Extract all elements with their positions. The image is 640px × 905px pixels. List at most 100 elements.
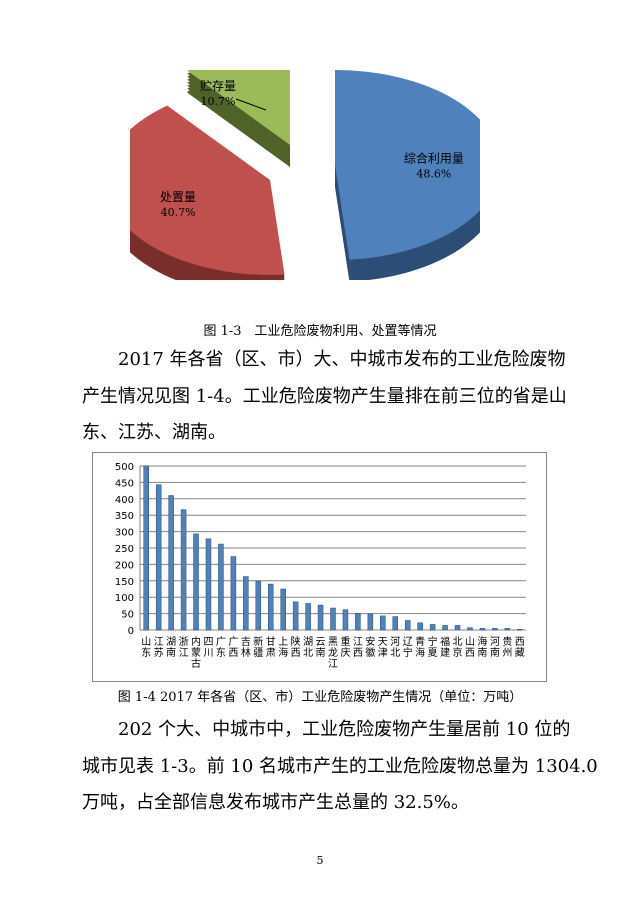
x-tick-label: 山 [141, 636, 151, 648]
x-tick-label: 上 [278, 636, 288, 648]
y-tick-label: 0 [128, 626, 134, 637]
y-tick-label: 250 [115, 544, 134, 555]
bar [243, 576, 249, 631]
paragraph-line: 东、江苏、湖南。 [82, 422, 226, 443]
pie-value-label: 40.7% [161, 206, 196, 219]
pie-chart: 综合利用量 48.6% 处置量 40.7% 贮存量 10.7% [130, 70, 480, 280]
y-tick-label: 50 [121, 610, 134, 621]
x-tick-label: 辽 [403, 636, 413, 648]
bar [342, 609, 349, 631]
x-tick-label: 南 [166, 646, 176, 659]
x-tick-label: 江 [328, 658, 338, 670]
bar [454, 625, 461, 631]
bar [517, 629, 523, 631]
x-tick-label: 徽 [365, 646, 375, 659]
x-tick-label: 庆 [340, 646, 350, 659]
pie-slice [130, 105, 285, 275]
x-tick-label: 海 [278, 646, 288, 659]
y-tick-label: 450 [115, 478, 134, 489]
y-tick-label: 400 [115, 495, 134, 506]
x-tick-label: 北 [303, 647, 313, 659]
x-tick-label: 津 [378, 647, 388, 659]
figure-caption-1-3: 图 1-3 工业危险废物利用、处置等情况 [203, 324, 437, 339]
x-tick-label: 黑 [328, 636, 338, 648]
x-tick-label: 云 [316, 637, 326, 648]
paragraph-1: 2017 年各省（区、市）大、中城市发布的工业危险废物 产生情况见图 1-4。工… [82, 342, 567, 452]
bar [155, 484, 162, 631]
pie-label: 处置量 [160, 190, 196, 204]
bar [305, 603, 311, 631]
x-tick-label: 河 [390, 636, 400, 648]
x-tick-label: 江 [353, 636, 363, 648]
bar [429, 624, 436, 631]
x-tick-label: 西 [291, 648, 301, 659]
x-tick-label: 福 [440, 635, 450, 648]
bar [367, 613, 374, 631]
y-tick-label: 100 [115, 593, 134, 604]
paragraph-line: 2017 年各省（区、市）大、中城市发布的工业危险废物 [118, 349, 566, 370]
x-tick-label: 西 [515, 637, 525, 648]
x-tick-label: 肃 [266, 647, 276, 659]
x-tick-label: 林 [241, 646, 251, 659]
bar [467, 627, 473, 631]
y-tick-label: 350 [115, 511, 134, 522]
x-tick-label: 湖 [303, 636, 313, 648]
bar [317, 604, 324, 631]
x-tick-label: 广 [216, 636, 226, 648]
bar [168, 495, 174, 631]
x-tick-label: 陕 [291, 635, 301, 648]
bar [392, 616, 399, 631]
bar [355, 613, 361, 631]
x-tick-label: 贵 [502, 635, 512, 648]
bar [404, 620, 411, 631]
y-tick-label: 500 [115, 462, 134, 473]
x-tick-label: 四 [203, 637, 213, 648]
x-tick-label: 海 [415, 646, 425, 659]
x-tick-label: 湖 [166, 636, 176, 648]
x-tick-label: 北 [453, 636, 463, 648]
paragraph-line: 城市见表 1-3。前 10 名城市产生的工业危险废物总量为 1304.0 [82, 755, 598, 777]
bar [280, 588, 286, 631]
y-tick-label: 200 [115, 560, 134, 571]
paragraph-2: 202 个大、中城市中，工业危险废物产生量居前 10 位的 城市见表 1-3。前… [82, 712, 598, 822]
x-tick-label: 京 [453, 646, 463, 659]
x-tick-label: 江 [179, 647, 189, 659]
bar [492, 628, 498, 631]
x-tick-label: 夏 [428, 647, 438, 659]
bar [205, 538, 212, 631]
bar [267, 583, 274, 631]
x-tick-label: 州 [502, 647, 512, 659]
paragraph-line: 万吨，占全部信息发布城市产生总量的 32.5%。 [82, 792, 469, 813]
paragraph-line: 产生情况见图 1-4。工业危险废物产生量排在前三位的省是山 [82, 385, 567, 407]
pie-slice [187, 70, 290, 145]
x-tick-label: 南 [316, 646, 326, 659]
x-tick-label: 疆 [253, 647, 263, 659]
pie-label: 贮存量 [200, 78, 236, 93]
x-tick-label: 西 [228, 648, 238, 659]
x-tick-label: 藏 [515, 647, 525, 659]
x-tick-label: 重 [340, 635, 350, 648]
x-tick-label: 山 [465, 636, 475, 648]
x-tick-label: 古 [191, 657, 201, 670]
pie-slice [335, 70, 480, 260]
x-tick-label: 东 [216, 646, 226, 659]
x-tick-label: 江 [154, 636, 164, 648]
bar [180, 509, 187, 631]
x-tick-label: 海 [477, 635, 487, 648]
pie-label: 综合利用量 [404, 150, 464, 165]
figure-caption-1-4: 图 1-4 2017 年各省（区、市）工业危险废物产生情况（单位：万吨） [117, 690, 523, 705]
x-tick-label: 青 [415, 635, 425, 648]
x-tick-label: 浙 [179, 636, 189, 648]
bar-chart-frame: 0 50 100 150 200 250 300 350 400 450 500 山东江苏湖南浙江内蒙… [92, 452, 547, 682]
x-tick-label: 安 [365, 635, 375, 648]
bar [255, 580, 262, 631]
bar [380, 615, 386, 631]
x-tick-label: 宁 [403, 646, 413, 659]
pie-value-label: 48.6% [416, 167, 451, 180]
bar [230, 556, 237, 631]
bar [292, 601, 299, 631]
bar [442, 625, 448, 631]
x-tick-label: 西 [353, 648, 363, 659]
x-tick-label: 南 [490, 646, 500, 659]
